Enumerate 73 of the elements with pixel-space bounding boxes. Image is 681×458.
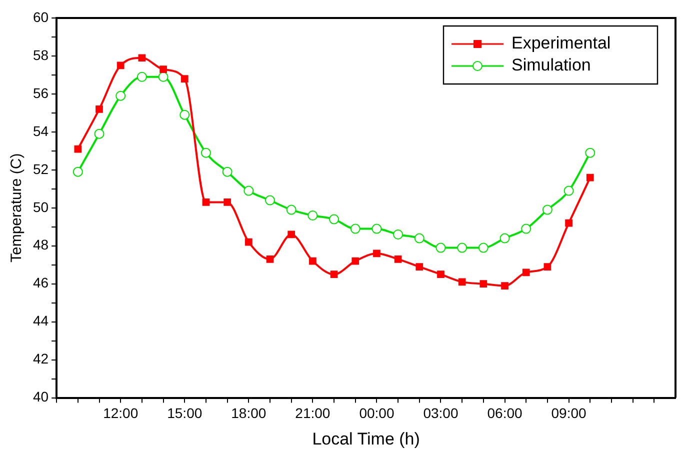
point [352,257,360,265]
y-tick-label: 56 [32,84,49,101]
point [501,282,508,290]
point [522,268,530,276]
point [136,72,147,82]
legend-label: Simulation [512,56,591,75]
y-tick-label: 48 [32,236,49,253]
y-tick-label: 46 [32,274,49,291]
point [116,62,124,70]
point [94,128,104,139]
x-tick-label: 18:00 [231,405,266,422]
x-tick-label: 12:00 [103,405,138,422]
point [116,90,126,101]
x-tick-label: 06:00 [487,405,522,422]
y-tick-label: 40 [32,388,49,405]
x-tick-label: 00:00 [359,405,394,422]
y-tick-label: 58 [32,46,49,63]
point [180,110,190,120]
point [266,255,274,263]
point [437,270,444,278]
point [521,224,532,234]
point [72,166,83,177]
point [542,204,552,215]
y-tick-label: 54 [32,122,49,139]
y-tick-label: 52 [32,160,49,177]
y-tick-label: 42 [32,350,49,367]
point [457,242,468,253]
point [202,198,210,206]
y-tick-label: 60 [32,8,49,25]
x-tick-label: 15:00 [167,405,202,422]
point [394,255,402,263]
point [586,174,594,182]
y-tick-label: 50 [32,198,49,215]
point [372,224,382,234]
point [308,210,318,220]
point [96,105,103,113]
point [436,242,446,253]
point [200,148,211,158]
point [74,145,82,153]
point [244,186,254,196]
x-tick-label: 09:00 [551,405,587,422]
point [373,250,380,258]
x-axis-title: Local Time (h) [312,429,420,448]
point [160,66,167,73]
point [329,214,340,224]
point [480,280,488,288]
y-tick-label: 44 [32,312,49,329]
point [138,54,146,62]
point [414,233,424,244]
point [288,230,296,238]
point [180,75,188,82]
point [544,263,552,270]
point [244,238,252,246]
point [158,72,168,82]
point [264,195,275,206]
point [564,186,574,196]
x-tick-label: 21:00 [295,405,330,422]
point [585,148,596,158]
point [565,219,572,227]
point [222,166,232,177]
point [350,224,360,234]
point [500,233,510,244]
legend-label: Experimental [512,34,611,53]
point [286,204,296,215]
point [416,263,424,270]
y-axis-title: Temperature (C) [8,153,26,262]
point [458,278,466,286]
point [309,257,316,265]
point [224,198,231,206]
point [478,242,488,253]
point [393,229,404,240]
x-tick-label: 03:00 [423,405,458,422]
point [330,270,338,278]
